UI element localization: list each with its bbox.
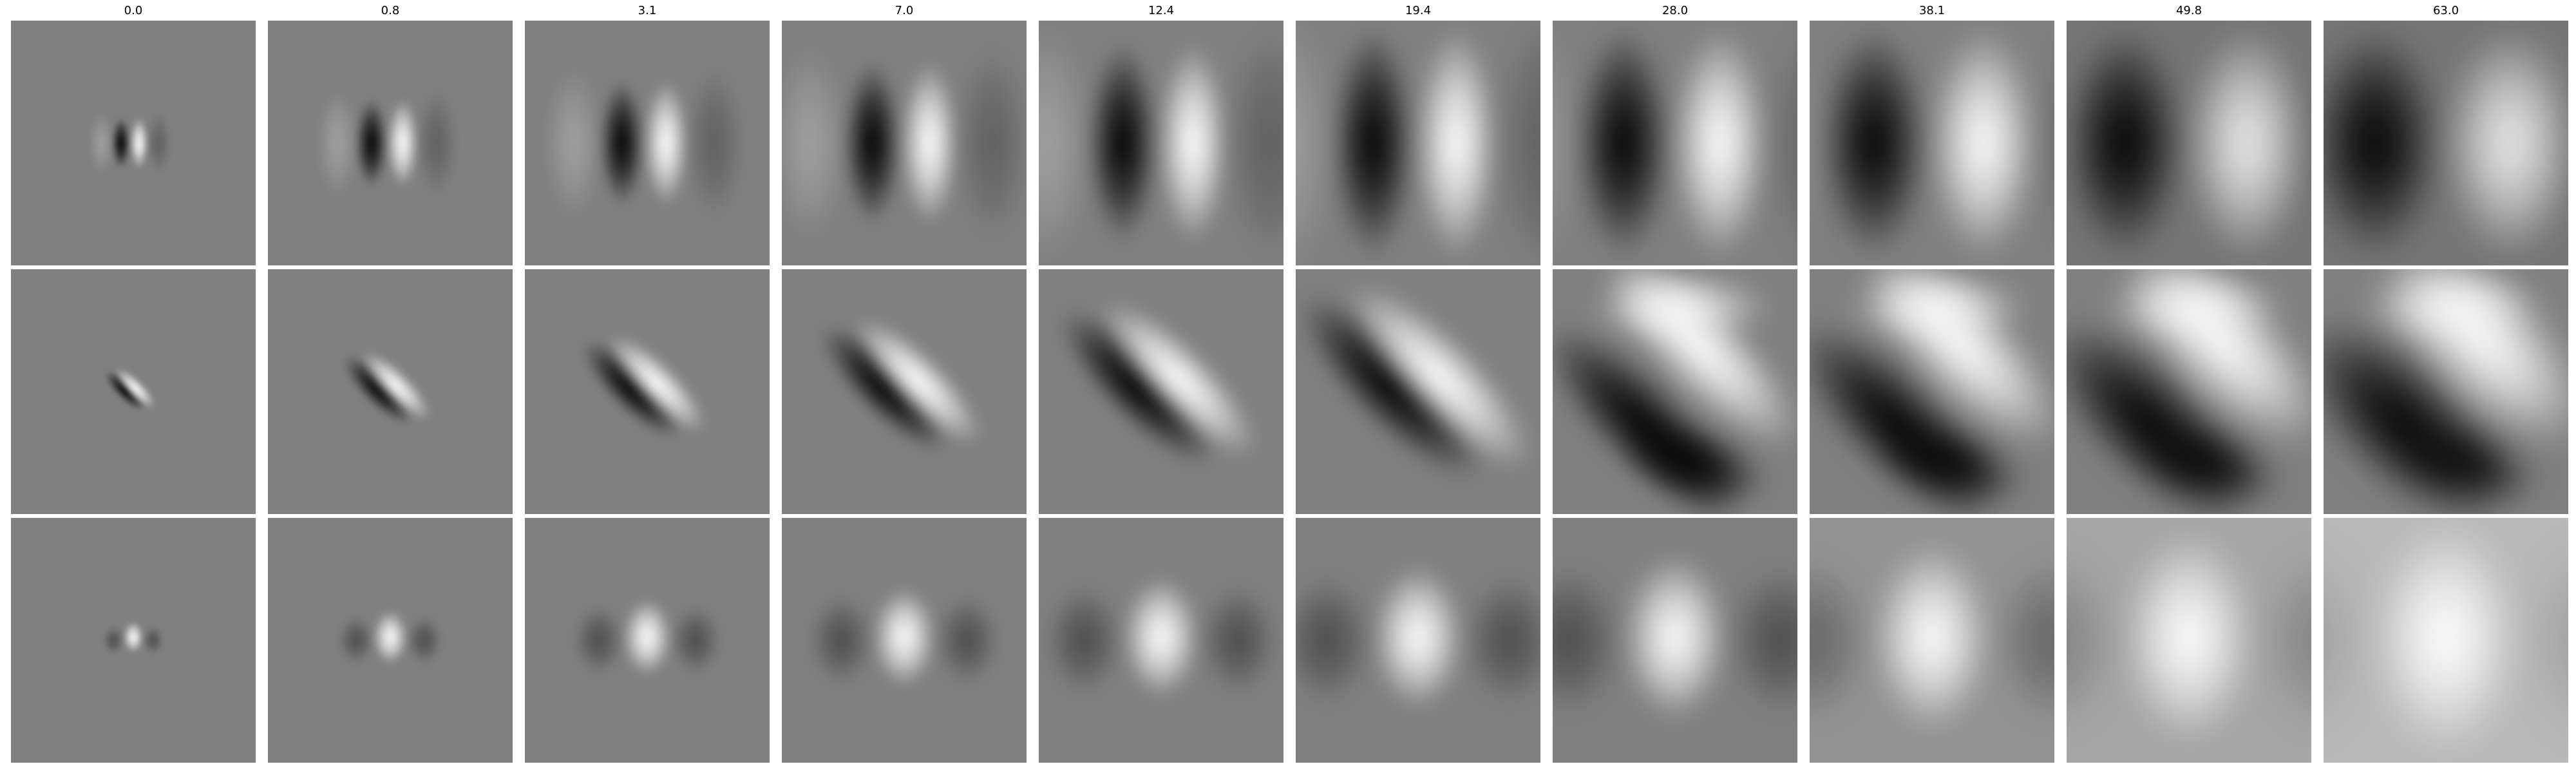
column-title: 0.8 xyxy=(381,4,400,17)
filter-image xyxy=(1553,269,1797,514)
filter-panel xyxy=(1810,269,2054,514)
filter-panel xyxy=(268,518,513,763)
column-title: 7.0 xyxy=(895,4,914,17)
filter-image xyxy=(1553,21,1797,265)
filter-panel xyxy=(2324,21,2568,265)
filter-panel xyxy=(782,269,1027,514)
filter-panel xyxy=(1296,269,1540,514)
filter-panel xyxy=(782,518,1027,763)
column-title: 3.1 xyxy=(638,4,657,17)
column-title: 63.0 xyxy=(2432,4,2459,17)
filter-panel xyxy=(2067,269,2311,514)
filter-image xyxy=(2324,269,2568,514)
column-title: 0.0 xyxy=(124,4,143,17)
filter-panel xyxy=(1810,21,2054,265)
filter-panel xyxy=(1553,269,1797,514)
column-title: 38.1 xyxy=(1918,4,1946,17)
filter-panel xyxy=(11,518,256,763)
filter-panel xyxy=(525,518,770,763)
filter-image xyxy=(525,269,770,514)
filter-panel xyxy=(525,21,770,265)
filter-image xyxy=(11,21,256,265)
filter-image xyxy=(1553,518,1797,763)
filter-panel xyxy=(1296,518,1540,763)
filter-image xyxy=(782,518,1027,763)
filter-panel xyxy=(2324,269,2568,514)
filter-panel xyxy=(11,21,256,265)
filter-image xyxy=(1039,518,1283,763)
filter-panel xyxy=(782,21,1027,265)
filter-image xyxy=(11,518,256,763)
filter-image xyxy=(1296,518,1540,763)
column-title: 12.4 xyxy=(1148,4,1175,17)
filter-panel xyxy=(1553,518,1797,763)
filter-panel xyxy=(1810,518,2054,763)
filter-image xyxy=(1039,21,1283,265)
filter-image xyxy=(268,269,513,514)
filter-panel xyxy=(2067,518,2311,763)
filter-panel xyxy=(2067,21,2311,265)
filter-image xyxy=(1810,518,2054,763)
column-title: 49.8 xyxy=(2175,4,2202,17)
column-title: 28.0 xyxy=(1662,4,1689,17)
filter-panel xyxy=(525,269,770,514)
filter-image xyxy=(2067,518,2311,763)
filter-panel xyxy=(268,269,513,514)
filter-image xyxy=(268,518,513,763)
filter-panel xyxy=(2324,518,2568,763)
filter-panel xyxy=(1039,269,1283,514)
filter-image xyxy=(268,21,513,265)
column-title: 19.4 xyxy=(1405,4,1432,17)
filter-image xyxy=(2067,21,2311,265)
filter-image xyxy=(525,518,770,763)
filter-image xyxy=(1296,269,1540,514)
filter-image xyxy=(1039,269,1283,514)
filter-panel xyxy=(11,269,256,514)
filter-image xyxy=(1296,21,1540,265)
filter-image xyxy=(2324,518,2568,763)
filter-image xyxy=(1810,21,2054,265)
filter-panel xyxy=(1296,21,1540,265)
filter-panel xyxy=(1039,518,1283,763)
filter-panel xyxy=(1039,21,1283,265)
filter-image xyxy=(525,21,770,265)
filter-panel xyxy=(268,21,513,265)
filter-image xyxy=(782,269,1027,514)
filter-image xyxy=(1810,269,2054,514)
filter-image xyxy=(2067,269,2311,514)
filter-image xyxy=(2324,21,2568,265)
filter-image xyxy=(11,269,256,514)
filter-panel xyxy=(1553,21,1797,265)
filter-image xyxy=(782,21,1027,265)
